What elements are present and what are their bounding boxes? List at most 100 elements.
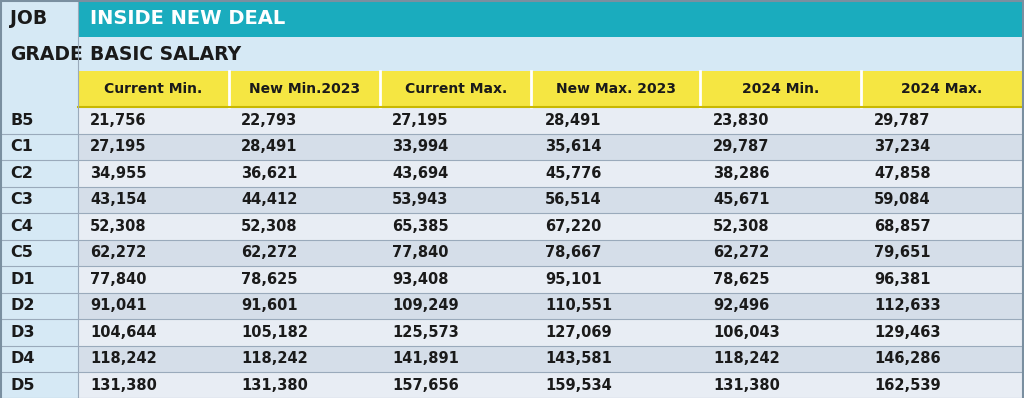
Bar: [380, 240, 531, 266]
Bar: [78, 213, 229, 240]
Bar: [380, 187, 531, 213]
Bar: [78, 133, 229, 160]
Text: 131,380: 131,380: [241, 378, 308, 393]
Bar: [861, 187, 1023, 213]
Bar: [229, 240, 380, 266]
Text: D1: D1: [10, 272, 35, 287]
Text: 78,667: 78,667: [545, 245, 601, 260]
Text: 52,308: 52,308: [90, 219, 146, 234]
Bar: [229, 213, 380, 240]
Text: 43,154: 43,154: [90, 192, 146, 207]
Bar: [380, 133, 531, 160]
Text: 28,491: 28,491: [241, 139, 298, 154]
Bar: [861, 319, 1023, 345]
Bar: [78, 319, 229, 345]
Text: 78,625: 78,625: [713, 272, 769, 287]
Bar: [700, 213, 861, 240]
Text: D4: D4: [10, 351, 35, 366]
Text: 106,043: 106,043: [713, 325, 779, 340]
Bar: [78, 240, 229, 266]
Text: 23,830: 23,830: [713, 113, 769, 128]
Bar: [531, 293, 700, 319]
Bar: [78, 160, 229, 187]
Text: 44,412: 44,412: [241, 192, 298, 207]
Text: 125,573: 125,573: [392, 325, 459, 340]
Text: JOB: JOB: [10, 10, 48, 29]
Text: 36,621: 36,621: [241, 166, 298, 181]
Text: 2024 Min.: 2024 Min.: [742, 82, 819, 96]
Bar: [861, 107, 1023, 133]
Bar: [229, 319, 380, 345]
Text: 92,496: 92,496: [713, 298, 769, 313]
Bar: [1, 345, 78, 372]
Text: 28,491: 28,491: [545, 113, 601, 128]
Bar: [1, 107, 78, 133]
Bar: [78, 37, 1023, 71]
Text: C5: C5: [10, 245, 33, 260]
Bar: [380, 266, 531, 293]
Text: 105,182: 105,182: [241, 325, 308, 340]
Bar: [380, 293, 531, 319]
Text: 53,943: 53,943: [392, 192, 449, 207]
Text: D5: D5: [10, 378, 35, 393]
Text: 157,656: 157,656: [392, 378, 459, 393]
Bar: [229, 293, 380, 319]
Text: 118,242: 118,242: [90, 351, 157, 366]
Bar: [531, 71, 700, 107]
Bar: [380, 345, 531, 372]
Text: 109,249: 109,249: [392, 298, 459, 313]
Text: 34,955: 34,955: [90, 166, 146, 181]
Bar: [861, 293, 1023, 319]
Text: C1: C1: [10, 139, 33, 154]
Bar: [861, 71, 1023, 107]
Bar: [78, 107, 229, 133]
Text: 38,286: 38,286: [713, 166, 769, 181]
Bar: [531, 160, 700, 187]
Text: 143,581: 143,581: [545, 351, 611, 366]
Text: 27,195: 27,195: [392, 113, 449, 128]
Text: C3: C3: [10, 192, 33, 207]
Text: 45,776: 45,776: [545, 166, 601, 181]
Bar: [380, 319, 531, 345]
Text: 45,671: 45,671: [713, 192, 769, 207]
Text: 141,891: 141,891: [392, 351, 459, 366]
Bar: [1, 1, 78, 37]
Bar: [229, 266, 380, 293]
Bar: [531, 213, 700, 240]
Text: 129,463: 129,463: [874, 325, 941, 340]
Text: 77,840: 77,840: [392, 245, 449, 260]
Bar: [1, 213, 78, 240]
Text: INSIDE NEW DEAL: INSIDE NEW DEAL: [90, 10, 285, 29]
Text: 78,625: 78,625: [241, 272, 298, 287]
Text: 52,308: 52,308: [713, 219, 769, 234]
Bar: [1, 160, 78, 187]
Text: 91,041: 91,041: [90, 298, 146, 313]
Bar: [380, 107, 531, 133]
Text: 62,272: 62,272: [713, 245, 769, 260]
Text: 21,756: 21,756: [90, 113, 146, 128]
Bar: [78, 372, 229, 398]
Text: 110,551: 110,551: [545, 298, 612, 313]
Bar: [861, 160, 1023, 187]
Text: 112,633: 112,633: [874, 298, 941, 313]
Text: 127,069: 127,069: [545, 325, 611, 340]
Text: Current Max.: Current Max.: [404, 82, 507, 96]
Text: 146,286: 146,286: [874, 351, 941, 366]
Bar: [380, 160, 531, 187]
Text: 56,514: 56,514: [545, 192, 601, 207]
Text: 2024 Max.: 2024 Max.: [901, 82, 983, 96]
Text: 162,539: 162,539: [874, 378, 941, 393]
Text: 131,380: 131,380: [90, 378, 157, 393]
Bar: [861, 213, 1023, 240]
Bar: [861, 372, 1023, 398]
Bar: [78, 71, 229, 107]
Bar: [229, 372, 380, 398]
Text: D3: D3: [10, 325, 35, 340]
Bar: [380, 213, 531, 240]
Text: 65,385: 65,385: [392, 219, 449, 234]
Text: 62,272: 62,272: [241, 245, 297, 260]
Bar: [531, 319, 700, 345]
Bar: [1, 37, 78, 71]
Text: C4: C4: [10, 219, 33, 234]
Text: C2: C2: [10, 166, 33, 181]
